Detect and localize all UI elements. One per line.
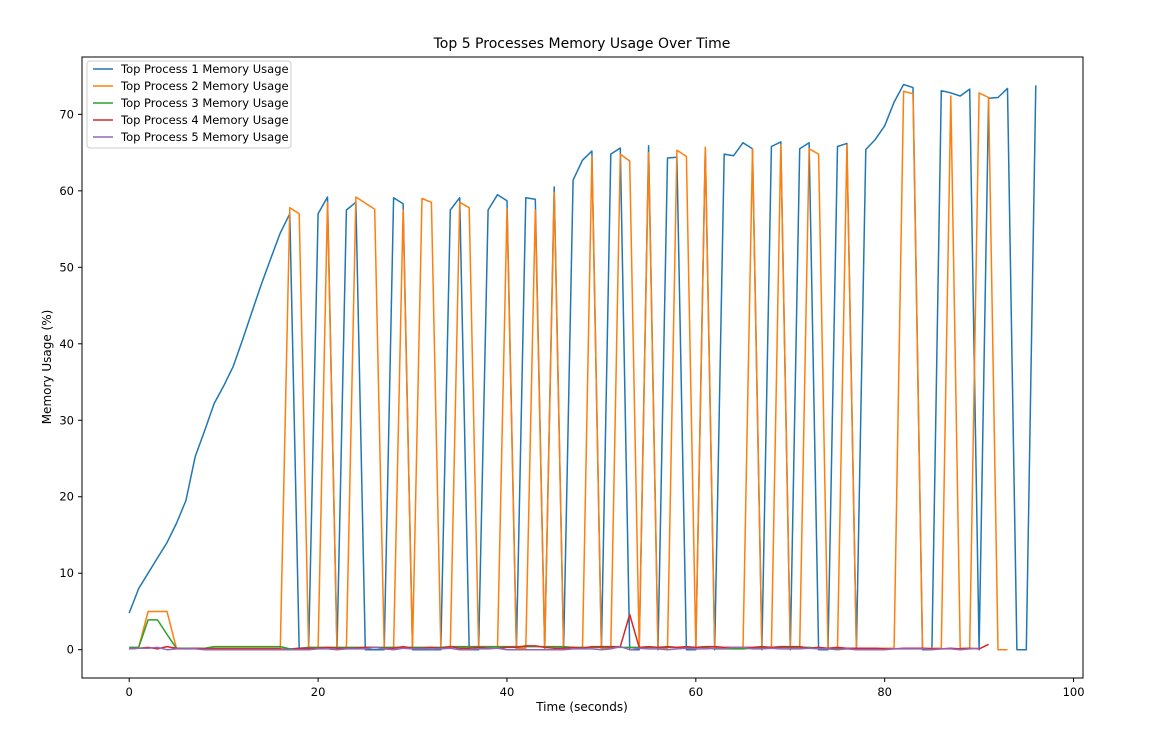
legend-label-5: Top Process 5 Memory Usage bbox=[120, 130, 289, 144]
x-axis: 0 20 40 60 80 100 bbox=[126, 678, 1085, 699]
series-line-3 bbox=[129, 619, 876, 650]
x-tick-label: 60 bbox=[689, 685, 704, 699]
legend-label-2: Top Process 2 Memory Usage bbox=[120, 79, 289, 93]
y-axis-label: Memory Usage (%) bbox=[40, 310, 54, 425]
legend-box bbox=[86, 60, 292, 149]
x-tick-label: 40 bbox=[500, 685, 515, 699]
series-line-4 bbox=[129, 613, 989, 651]
y-axis: 0 10 20 30 40 50 60 70 bbox=[59, 107, 82, 657]
x-tick-label: 0 bbox=[126, 685, 133, 699]
series-line-5 bbox=[129, 645, 980, 651]
x-axis-label: Time (seconds) bbox=[535, 700, 628, 714]
series-line-1 bbox=[128, 83, 1037, 651]
plot-lines bbox=[128, 83, 1037, 651]
y-tick-label: 20 bbox=[59, 490, 74, 504]
legend-label-1: Top Process 1 Memory Usage bbox=[120, 62, 289, 76]
series-line-2 bbox=[129, 90, 1008, 651]
y-tick-label: 50 bbox=[59, 260, 74, 274]
y-tick-label: 40 bbox=[59, 337, 74, 351]
y-tick-label: 30 bbox=[59, 413, 74, 427]
y-tick-label: 70 bbox=[59, 107, 74, 121]
y-tick-label: 10 bbox=[59, 566, 74, 580]
x-tick-label: 20 bbox=[311, 685, 326, 699]
y-tick-label: 60 bbox=[59, 184, 74, 198]
legend-label-3: Top Process 3 Memory Usage bbox=[120, 96, 289, 110]
legend-label-4: Top Process 4 Memory Usage bbox=[120, 113, 289, 127]
chart-title: Top 5 Processes Memory Usage Over Time bbox=[433, 36, 731, 52]
plot-frame bbox=[81, 56, 1084, 679]
x-tick-label: 100 bbox=[1063, 685, 1085, 699]
y-tick-label: 0 bbox=[67, 643, 74, 657]
x-tick-label: 80 bbox=[877, 685, 892, 699]
legend: Top Process 1 Memory Usage Top Process 2 … bbox=[86, 60, 292, 149]
